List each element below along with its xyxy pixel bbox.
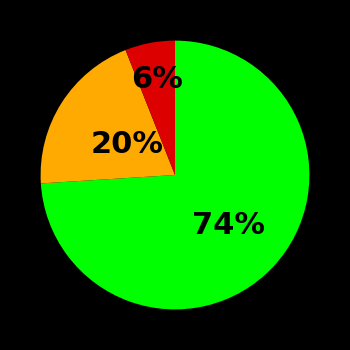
Wedge shape: [41, 41, 309, 309]
Wedge shape: [126, 41, 175, 175]
Text: 74%: 74%: [193, 211, 265, 240]
Wedge shape: [41, 50, 175, 183]
Text: 20%: 20%: [91, 130, 164, 159]
Text: 6%: 6%: [131, 65, 183, 95]
